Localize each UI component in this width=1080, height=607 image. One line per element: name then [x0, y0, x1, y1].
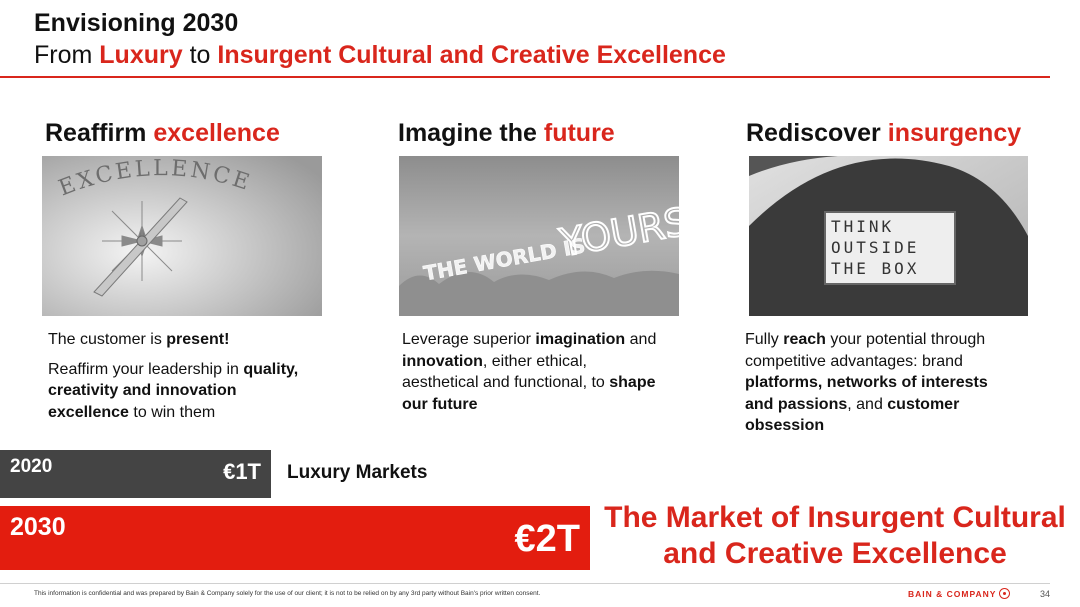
think-text: THINK: [831, 217, 894, 236]
bar-2030-value: €2T: [514, 518, 580, 560]
column-text-future: Leverage superior imagination and innova…: [402, 331, 657, 413]
subtitle-to: to: [182, 41, 218, 69]
column-text-excellence: The customer is present! Reaffirm your l…: [48, 331, 299, 421]
bain-company-logo: BAIN & COMPANY: [908, 589, 997, 599]
bain-logo-icon: [999, 588, 1010, 599]
column-text-insurgency: Fully reach your potential through compe…: [745, 331, 988, 434]
subtitle-target: Insurgent Cultural and Creative Excellen…: [217, 41, 726, 69]
luxury-markets-label: Luxury Markets: [287, 462, 428, 483]
column-heading-insurgency: Rediscover insurgency: [746, 119, 1022, 147]
column-heading-excellence: Reaffirm excellence: [45, 119, 280, 147]
slide-title: Envisioning 2030: [34, 9, 239, 37]
footer-divider: [0, 583, 1050, 584]
header-divider: [0, 76, 1050, 78]
slide-subtitle: From Luxury to Insurgent Cultural and Cr…: [34, 40, 726, 70]
bar-2020-value: €1T: [223, 459, 261, 484]
world-is-yours-image: THE WORLD IS YOURS: [399, 156, 679, 316]
think-outside-box-image: THINK OUTSIDE THE BOX: [749, 156, 1028, 316]
excellence-compass-image: EXCELLENCE: [42, 156, 322, 316]
bar-2030-year: 2030: [10, 513, 66, 541]
confidentiality-disclaimer: This information is confidential and was…: [34, 590, 541, 597]
outside-text: OUTSIDE: [831, 238, 919, 257]
bar-2020-year: 2020: [10, 456, 53, 477]
subtitle-from: From: [34, 41, 100, 69]
subtitle-luxury: Luxury: [99, 41, 183, 69]
bar-2020: 2020 €1T: [0, 450, 271, 498]
the-box-text: THE BOX: [831, 259, 919, 278]
page-number: 34: [1040, 589, 1051, 599]
column-heading-future: Imagine the future: [398, 119, 615, 147]
insurgent-market-label: The Market of Insurgent Cultural and Cre…: [604, 501, 1066, 570]
bar-2030: 2030 €2T: [0, 506, 590, 570]
